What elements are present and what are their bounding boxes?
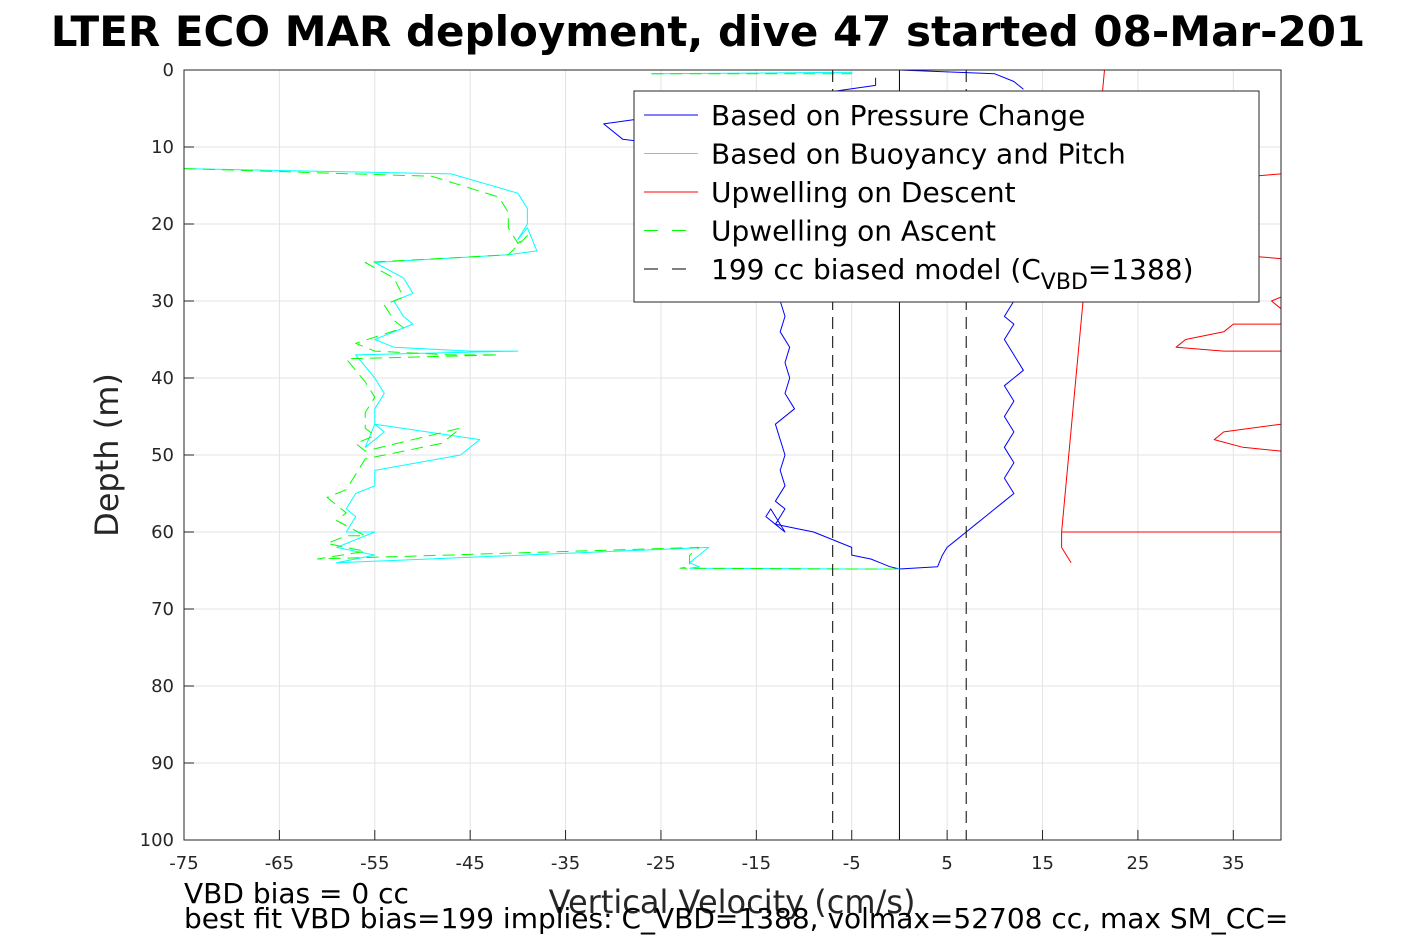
y-tick-label: 20 — [151, 214, 174, 235]
series-4 — [184, 73, 900, 570]
x-tick-label: 5 — [941, 853, 952, 874]
legend-box — [633, 90, 1260, 303]
legend-label: Based on Buoyancy and Pitch — [711, 138, 1126, 171]
y-tick-label: 100 — [140, 830, 174, 851]
x-tick-label: -45 — [455, 853, 484, 874]
series-line — [1271, 296, 1281, 310]
x-tick-label: -35 — [551, 853, 580, 874]
series-line — [184, 168, 900, 570]
y-tick-label: 30 — [151, 291, 174, 312]
series-line — [765, 300, 900, 570]
axis-ticks: -75 -65 -55 -45 -35 -25 -15 -5 5 15 25 350102030405… — [140, 60, 1245, 874]
y-tick-label: 50 — [151, 445, 174, 466]
series-1 — [603, 70, 1024, 570]
x-tick-label: -15 — [742, 853, 771, 874]
footer-best-fit: best fit VBD bias=199 implies: C_VBD=138… — [184, 902, 1289, 935]
chart-title: LTER ECO MAR deployment, dive 47 started… — [51, 7, 1366, 56]
series-5 — [832, 70, 967, 840]
footer-vbd-bias: VBD bias = 0 cc — [184, 877, 409, 910]
x-tick-label: 15 — [1031, 853, 1054, 874]
legend-label: 199 cc biased model (CVBD=1388) — [711, 253, 1194, 295]
x-tick-label: -25 — [646, 853, 675, 874]
x-tick-label: 35 — [1222, 853, 1245, 874]
y-tick-label: 0 — [163, 60, 174, 81]
x-axis-label: Vertical Velocity (cm/s) — [549, 883, 916, 921]
y-tick-label: 90 — [151, 753, 174, 774]
legend: Based on Pressure Change Based on Buoyanc… — [633, 90, 1260, 303]
series-line — [1175, 323, 1281, 352]
y-tick-label: 40 — [151, 368, 174, 389]
x-tick-label: -55 — [360, 853, 389, 874]
legend-label: Upwelling on Descent — [711, 176, 1016, 209]
y-tick-label: 70 — [151, 599, 174, 620]
legend-label: Upwelling on Ascent — [711, 215, 996, 248]
legend-label: Based on Pressure Change — [711, 99, 1085, 132]
y-tick-label: 60 — [151, 522, 174, 543]
x-tick-label: -75 — [169, 853, 198, 874]
y-tick-label: 80 — [151, 676, 174, 697]
x-tick-label: -65 — [265, 853, 294, 874]
series-line — [899, 70, 1024, 90]
y-axis-label: Depth (m) — [88, 373, 126, 537]
y-tick-label: 10 — [151, 137, 174, 158]
series-line — [1061, 70, 1105, 564]
x-tick-label: 25 — [1126, 853, 1149, 874]
x-tick-label: -5 — [843, 853, 861, 874]
series-line — [1213, 423, 1281, 452]
